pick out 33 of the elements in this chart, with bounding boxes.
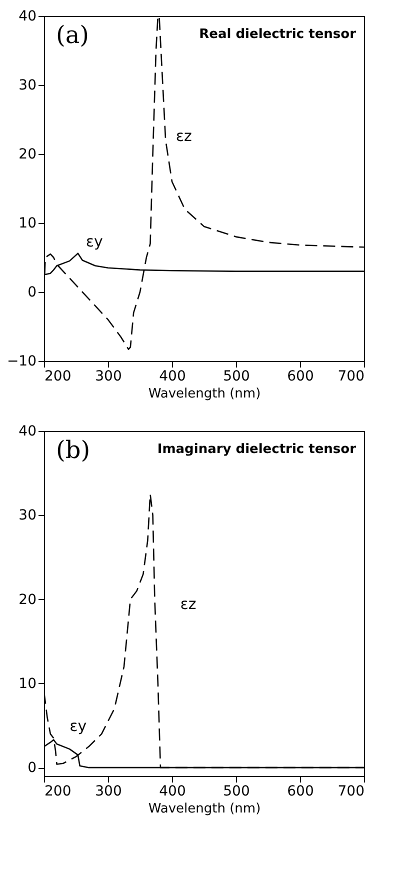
y-tick-label: 20 — [18, 592, 36, 608]
annotation: (b) — [56, 436, 90, 464]
series-label: εz — [176, 127, 192, 145]
x-tick-label: 700 — [338, 368, 364, 384]
x-tick-label: 300 — [95, 784, 122, 800]
x-tick-label: 600 — [287, 784, 314, 800]
x-tick-label: 400 — [159, 784, 186, 800]
series-label: εy — [86, 232, 104, 250]
x-tick-label: 600 — [287, 368, 314, 384]
y-tick-label: 40 — [18, 8, 36, 24]
y-tick-label: 30 — [18, 508, 36, 524]
x-tick-label: 200 — [44, 368, 72, 384]
series-label: εy — [70, 716, 87, 735]
y-tick-label: 20 — [18, 146, 36, 162]
text: Imaginary dielectric tensor — [157, 442, 357, 457]
x-tick-label: 400 — [159, 368, 186, 384]
y-tick-label: −10 — [6, 354, 36, 370]
x-tick-label: 700 — [338, 784, 364, 800]
y-tick-label: 10 — [18, 676, 36, 692]
x-tick-label: 300 — [95, 368, 122, 384]
series-label: εz — [180, 595, 196, 614]
x-tick-label: 200 — [44, 784, 72, 800]
text: Real dielectric tensor — [199, 27, 357, 42]
y-tick-label: 40 — [18, 424, 36, 440]
x-axis-title: Wavelength (nm) — [148, 802, 261, 816]
y-tick-label: 30 — [18, 78, 36, 94]
annotation: (a) — [56, 21, 90, 49]
y-tick-label: 0 — [28, 284, 36, 300]
x-tick-label: 500 — [223, 368, 250, 384]
y-tick-label: 0 — [28, 760, 36, 776]
x-axis-title: Wavelength (nm) — [148, 386, 261, 402]
x-tick-label: 500 — [223, 784, 250, 800]
y-tick-label: 10 — [18, 216, 36, 232]
